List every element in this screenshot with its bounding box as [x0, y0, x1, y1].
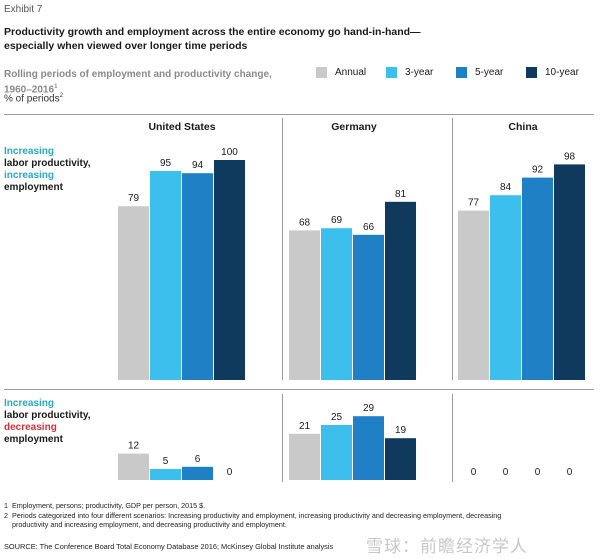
data-label-decreasing-united-states-3-year: 5 — [163, 456, 169, 467]
footnote-2-continued: productivity and increasing employment, … — [12, 520, 287, 529]
scenario-bottom-line-3: decreasing — [4, 422, 57, 433]
scenario-bottom-line-2: labor productivity, — [4, 410, 91, 421]
data-label-increasing-united-states-5-year: 94 — [192, 160, 204, 171]
subtitle-years: 1960–2016 — [4, 84, 55, 96]
footnote-1-number: 1 — [4, 501, 8, 510]
country-label-united-states: United States — [148, 121, 216, 133]
footnote-2: 2 Periods categorized into four differen… — [4, 511, 501, 520]
subtitle-footnote-ref: 1 — [54, 84, 58, 90]
bar-increasing-china-annual — [458, 210, 489, 380]
panel-divider-top-1 — [282, 118, 283, 380]
data-label-increasing-china-10-year: 98 — [564, 151, 576, 162]
scenario-bottom-line-4: employment — [4, 434, 63, 445]
panel-divider-top-2 — [452, 118, 453, 380]
footnote-2-text-line-1: Periods categorized into four different … — [12, 511, 502, 520]
data-label-decreasing-united-states-5-year: 6 — [195, 454, 201, 465]
bar-increasing-united-states-5-year — [182, 173, 213, 380]
legend-item-5-year: 5-year — [456, 67, 503, 78]
scenario-top-line-4: employment — [4, 182, 63, 193]
unit-label: % of periods2 — [4, 93, 63, 104]
bar-increasing-united-states-3-year — [150, 171, 181, 380]
data-label-decreasing-germany-3-year: 25 — [331, 412, 343, 423]
data-label-decreasing-china-5-year: 0 — [535, 467, 541, 478]
bar-increasing-germany-3-year — [321, 228, 352, 380]
legend-label-10-year: 10-year — [545, 67, 579, 78]
legend-item-3-year: 3-year — [386, 67, 433, 78]
scenario-top-line-1: Increasing — [4, 146, 55, 157]
bar-increasing-germany-10-year — [385, 201, 416, 380]
scenario-label-increasing-employment: Increasing labor productivity, increasin… — [4, 146, 114, 194]
bar-decreasing-germany-5-year — [353, 416, 384, 480]
legend-item-annual: Annual — [316, 67, 366, 78]
bar-decreasing-germany-annual — [289, 433, 320, 480]
country-label-germany: Germany — [331, 121, 377, 133]
bar-increasing-china-5-year — [522, 177, 553, 380]
bar-increasing-united-states-annual — [118, 206, 149, 380]
bar-decreasing-united-states-5-year — [182, 466, 213, 480]
title-line-2: especially when viewed over longer time … — [4, 39, 248, 52]
source-note: SOURCE: The Conference Board Total Econo… — [4, 542, 334, 551]
data-label-decreasing-germany-5-year: 29 — [363, 403, 375, 414]
legend-label-3-year: 3-year — [405, 67, 434, 78]
subtitle-line-2: 1960–20161 — [4, 81, 304, 96]
scenario-bottom-line-1: Increasing — [4, 398, 55, 409]
scenario-top-line-2: labor productivity, — [4, 158, 91, 169]
data-label-decreasing-germany-10-year: 19 — [395, 425, 407, 436]
legend-swatch-5-year — [456, 67, 467, 78]
panel-divider-bottom-2 — [452, 394, 453, 482]
title-line-1: Productivity growth and employment acros… — [4, 26, 421, 38]
data-label-increasing-united-states-10-year: 100 — [221, 147, 238, 158]
footnote-2-number: 2 — [4, 511, 8, 520]
bar-increasing-germany-annual — [289, 230, 320, 380]
data-label-increasing-germany-annual: 68 — [299, 217, 311, 228]
legend-label-annual: Annual — [335, 67, 367, 78]
bar-increasing-germany-5-year — [353, 234, 384, 380]
header-rule — [4, 114, 594, 115]
footnote-1-text: Employment, persons; productivity, GDP p… — [12, 501, 206, 510]
subtitle-line-1: Rolling periods of employment and produc… — [4, 69, 272, 80]
data-label-increasing-china-5-year: 92 — [532, 165, 544, 176]
data-label-decreasing-china-3-year: 0 — [503, 467, 509, 478]
bar-decreasing-united-states-annual — [118, 453, 149, 480]
data-label-increasing-germany-5-year: 66 — [363, 222, 375, 233]
data-label-increasing-germany-3-year: 69 — [331, 215, 343, 226]
legend-label-5-year: 5-year — [475, 67, 504, 78]
footnote-1: 1 Employment, persons; productivity, GDP… — [4, 501, 205, 510]
chart-title: Productivity growth and employment acros… — [4, 26, 444, 53]
data-label-decreasing-united-states-10-year: 0 — [227, 467, 233, 478]
bar-decreasing-germany-3-year — [321, 425, 352, 480]
bar-increasing-china-3-year — [490, 195, 521, 380]
data-label-decreasing-china-annual: 0 — [471, 467, 477, 478]
legend-swatch-annual — [316, 67, 327, 78]
bar-decreasing-united-states-3-year — [150, 469, 181, 480]
unit-text: % of periods — [4, 93, 60, 105]
scenario-label-decreasing-employment: Increasing labor productivity, decreasin… — [4, 398, 114, 446]
data-label-decreasing-china-10-year: 0 — [567, 467, 573, 478]
data-label-increasing-germany-10-year: 81 — [395, 189, 407, 200]
unit-footnote-ref: 2 — [59, 93, 63, 99]
chart-subtitle: Rolling periods of employment and produc… — [4, 69, 304, 96]
legend-swatch-3-year — [386, 67, 397, 78]
data-label-decreasing-united-states-annual: 12 — [128, 441, 140, 452]
exhibit-label: Exhibit 7 — [4, 4, 43, 15]
scenario-top-line-3: increasing — [4, 170, 55, 181]
data-label-decreasing-germany-annual: 21 — [299, 421, 311, 432]
country-label-china: China — [508, 121, 538, 133]
bar-decreasing-germany-10-year — [385, 438, 416, 480]
watermark: 雪球：前瞻经济学人 — [366, 537, 528, 556]
section-divider — [4, 389, 594, 390]
data-label-increasing-china-annual: 77 — [468, 198, 480, 209]
data-label-increasing-china-3-year: 84 — [500, 182, 512, 193]
legend-swatch-10-year — [526, 67, 537, 78]
panel-divider-bottom-1 — [282, 394, 283, 482]
legend-item-10-year: 10-year — [526, 67, 579, 78]
bar-increasing-china-10-year — [554, 164, 585, 380]
data-label-increasing-united-states-3-year: 95 — [160, 158, 172, 169]
data-label-increasing-united-states-annual: 79 — [128, 193, 140, 204]
bar-increasing-united-states-10-year — [214, 160, 245, 380]
